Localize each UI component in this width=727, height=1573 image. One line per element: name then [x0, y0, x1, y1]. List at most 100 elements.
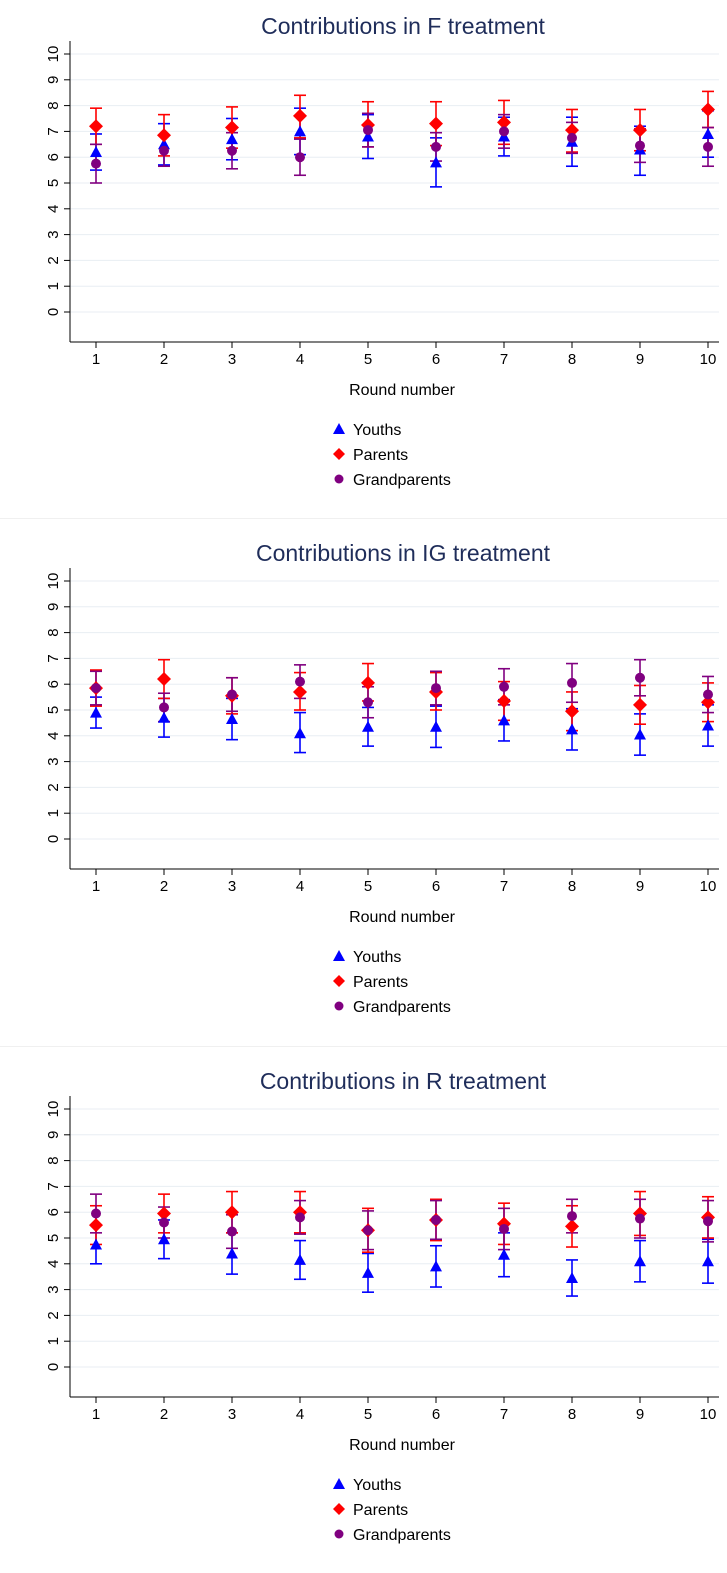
x-tick-label: 5 — [364, 1406, 372, 1423]
data-point-youths — [566, 1271, 578, 1283]
data-point-youths — [566, 723, 578, 735]
data-point-youths — [634, 728, 646, 740]
legend-label: Grandparents — [353, 472, 451, 489]
data-point-youths — [430, 156, 442, 168]
data-point-parents — [157, 672, 171, 687]
data-point-parents — [633, 123, 647, 138]
legend-label: Youths — [353, 949, 401, 966]
data-point-grandparents — [567, 1211, 577, 1222]
data-point-grandparents — [431, 1214, 441, 1225]
x-tick-label: 3 — [228, 878, 236, 895]
data-point-parents — [225, 120, 239, 135]
x-tick-label: 4 — [296, 351, 304, 368]
legend-marker-parents — [333, 975, 345, 987]
x-tick-label: 1 — [92, 1406, 100, 1423]
chart-panel-f: Contributions in F treatment 0 1 2 3 4 5 6 7 8 9 10… — [0, 0, 727, 515]
x-tick-label: 7 — [500, 1406, 508, 1423]
x-tick-label: 3 — [228, 351, 236, 368]
data-point-youths — [362, 130, 374, 142]
data-point-youths — [226, 133, 238, 145]
data-point-parents — [361, 675, 375, 690]
x-tick-label: 9 — [636, 878, 644, 895]
y-tick-label: 4 — [45, 732, 62, 740]
y-tick-label: 3 — [45, 757, 62, 765]
y-tick-label: 9 — [45, 76, 62, 84]
data-point-youths — [90, 1238, 102, 1250]
x-tick-label: 6 — [432, 878, 440, 895]
data-point-grandparents — [227, 689, 237, 700]
x-tick-label: 5 — [364, 351, 372, 368]
data-point-grandparents — [567, 132, 577, 143]
data-point-grandparents — [703, 1216, 713, 1227]
data-point-grandparents — [159, 702, 169, 713]
data-point-parents — [225, 1205, 239, 1220]
data-point-youths — [226, 713, 238, 725]
chart-panel-r: Contributions in R treatment 0 1 2 3 4 5 6 7 8 9 10… — [0, 1055, 727, 1570]
data-point-grandparents — [91, 1208, 101, 1219]
legend-marker-parents — [333, 448, 345, 460]
chart-title: Contributions in R treatment — [260, 1068, 547, 1094]
x-tick-label: 9 — [636, 351, 644, 368]
data-point-parents — [565, 123, 579, 138]
divider — [0, 1046, 727, 1047]
data-point-youths — [634, 1255, 646, 1267]
y-tick-label: 2 — [45, 783, 62, 791]
y-tick-label: 2 — [45, 1311, 62, 1319]
legend-label: Grandparents — [353, 999, 451, 1016]
data-point-parents — [701, 102, 715, 117]
y-tick-label: 5 — [45, 1234, 62, 1242]
x-tick-label: 10 — [700, 1406, 717, 1423]
y-tick-label: 3 — [45, 1285, 62, 1293]
data-point-grandparents — [227, 145, 237, 156]
legend-label: Parents — [353, 447, 408, 464]
y-tick-label: 10 — [45, 1101, 62, 1118]
data-point-youths — [702, 1255, 714, 1267]
data-point-youths — [702, 127, 714, 139]
data-point-youths — [430, 1260, 442, 1272]
y-tick-label: 5 — [45, 706, 62, 714]
x-axis-label: Round number — [349, 382, 456, 399]
x-tick-label: 10 — [700, 351, 717, 368]
x-tick-label: 4 — [296, 878, 304, 895]
y-tick-label: 0 — [45, 1363, 62, 1371]
legend-label: Grandparents — [353, 1527, 451, 1544]
data-point-youths — [702, 719, 714, 731]
chart-title: Contributions in F treatment — [261, 13, 545, 39]
y-tick-label: 9 — [45, 1131, 62, 1139]
chart-panel-ig: Contributions in IG treatment 0 1 2 3 4 5 6 7 8 9 1… — [0, 527, 727, 1042]
legend-marker-youths — [333, 423, 345, 434]
y-tick-label: 7 — [45, 127, 62, 135]
data-point-parents — [497, 693, 511, 708]
data-point-grandparents — [363, 697, 373, 708]
y-tick-label: 7 — [45, 654, 62, 662]
data-point-parents — [633, 697, 647, 712]
data-point-grandparents — [91, 683, 101, 694]
data-point-grandparents — [91, 158, 101, 169]
x-tick-label: 7 — [500, 878, 508, 895]
data-point-parents — [89, 119, 103, 134]
data-point-grandparents — [567, 677, 577, 688]
x-tick-label: 10 — [700, 878, 717, 895]
data-point-grandparents — [431, 683, 441, 694]
data-point-grandparents — [295, 152, 305, 163]
data-point-parents — [701, 695, 715, 710]
data-point-grandparents — [363, 1225, 373, 1236]
chart-f: Contributions in F treatment 0 1 2 3 4 5 6 7 8 9 10… — [45, 13, 719, 489]
data-point-youths — [90, 146, 102, 158]
x-tick-label: 6 — [432, 1406, 440, 1423]
legend-label: Youths — [353, 1477, 401, 1494]
data-point-parents — [565, 704, 579, 719]
data-point-grandparents — [499, 1223, 509, 1234]
data-point-youths — [158, 138, 170, 150]
legend-marker-parents — [333, 1503, 345, 1515]
data-point-youths — [498, 714, 510, 726]
y-tick-label: 6 — [45, 680, 62, 688]
y-tick-label: 7 — [45, 1182, 62, 1190]
divider — [0, 518, 727, 519]
y-tick-label: 2 — [45, 256, 62, 264]
y-tick-label: 9 — [45, 603, 62, 611]
data-point-parents — [497, 1216, 511, 1231]
x-tick-label: 2 — [160, 878, 168, 895]
x-axis-label: Round number — [349, 909, 456, 926]
data-point-youths — [158, 711, 170, 723]
